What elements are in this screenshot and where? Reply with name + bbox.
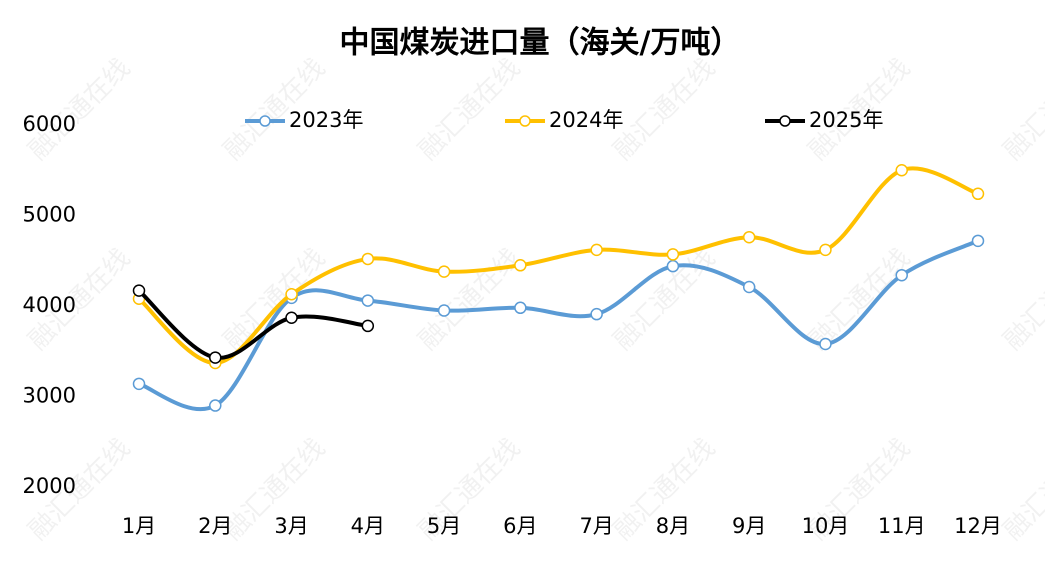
watermark: 融汇通在线 (413, 243, 526, 356)
data-point (361, 294, 375, 307)
series-line (137, 289, 369, 360)
data-point (590, 307, 603, 321)
data-point (209, 399, 222, 412)
data-point (285, 287, 298, 301)
legend-marker (259, 115, 271, 127)
watermark: 融汇通在线 (998, 243, 1045, 356)
data-point (209, 351, 222, 364)
data-point (895, 268, 908, 282)
watermark: 融汇通在线 (998, 53, 1045, 166)
data-point (514, 301, 527, 315)
watermark: 融汇通在线 (218, 243, 331, 356)
data-point (361, 252, 375, 266)
data-point (361, 319, 375, 333)
data-point (132, 377, 146, 391)
x-tick-label: 8月 (656, 514, 690, 538)
data-point (819, 243, 832, 257)
x-tick-label: 3月 (274, 514, 308, 538)
x-tick-label: 9月 (732, 514, 766, 538)
legend-label: 2024年 (549, 108, 623, 132)
x-tick-label: 6月 (503, 514, 537, 538)
y-tick-label: 3000 (23, 384, 76, 408)
x-tick-label: 5月 (427, 514, 461, 538)
watermark: 融汇通在线 (413, 53, 526, 166)
data-point (666, 248, 680, 261)
y-tick-label: 4000 (23, 293, 76, 317)
data-point (132, 284, 146, 297)
data-point (742, 280, 756, 294)
data-point (971, 234, 985, 248)
y-tick-label: 6000 (23, 112, 76, 136)
data-point (666, 259, 680, 273)
data-point (895, 164, 908, 177)
x-tick-label: 11月 (878, 514, 926, 538)
data-point (819, 337, 832, 351)
watermark: 融汇通在线 (998, 433, 1045, 546)
legend-marker (779, 115, 791, 127)
x-tick-label: 1月 (122, 514, 156, 538)
watermark: 融汇通在线 (803, 243, 916, 356)
series-line (137, 166, 979, 366)
x-tick-label: 2月 (198, 514, 232, 538)
watermark: 融汇通在线 (23, 53, 136, 166)
data-point (514, 259, 527, 272)
watermark: 融汇通在线 (608, 53, 721, 166)
data-point (285, 311, 298, 325)
data-point (742, 230, 756, 244)
data-point (971, 187, 985, 201)
x-tick-label: 12月 (954, 514, 1002, 538)
legend-label: 2025年 (809, 108, 883, 132)
x-tick-label: 4月 (351, 514, 385, 538)
x-tick-label: 7月 (579, 514, 613, 538)
legend-marker (519, 115, 531, 127)
data-point (437, 265, 451, 278)
y-tick-label: 5000 (23, 203, 76, 227)
x-tick-label: 10月 (802, 514, 850, 538)
chart-title: 中国煤炭进口量（海关/万吨） (340, 26, 741, 61)
y-tick-label: 2000 (23, 474, 76, 498)
series-line (138, 239, 979, 412)
legend-label: 2023年 (289, 108, 363, 132)
data-point (590, 243, 603, 257)
data-point (437, 304, 451, 317)
